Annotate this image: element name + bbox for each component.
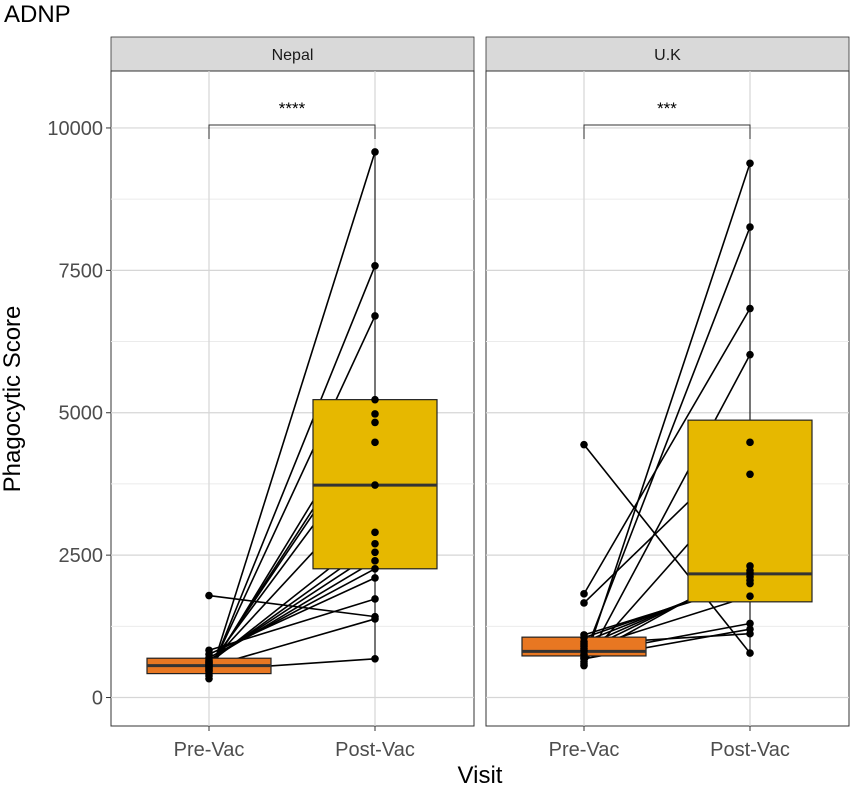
y-tick-label: 0: [92, 688, 103, 710]
significance-uk: ***: [583, 99, 751, 139]
point-post-vac: [746, 159, 754, 168]
significance-label-uk: ***: [657, 99, 677, 118]
y-tick-label: 5000: [59, 403, 104, 425]
strip-nepal: [110, 36, 475, 72]
significance-bracket: [583, 124, 751, 139]
point-post-vac: [371, 615, 379, 623]
paired-line: [583, 444, 751, 654]
y-tick-label: 2500: [59, 545, 104, 567]
strip-label-uk: U.K: [654, 47, 681, 64]
paired-line: [583, 163, 751, 665]
paired-line: [208, 594, 376, 618]
point-post-vac: [371, 539, 379, 548]
point-post-vac: [371, 574, 379, 582]
points-uk: [580, 159, 754, 670]
point-post-vac: [371, 312, 379, 320]
paired-line: [583, 226, 751, 657]
point-post-vac: [371, 548, 379, 557]
point-post-vac: [746, 304, 754, 313]
x-tick-label-post-vac: Post-Vac: [335, 739, 415, 761]
point-post-vac: [371, 654, 379, 663]
panel-background-nepal: [110, 70, 475, 727]
point-post-vac: [746, 223, 754, 231]
point-post-vac: [746, 579, 754, 588]
x-axis-title: Visit: [458, 762, 503, 786]
paired-line: [208, 315, 376, 674]
points-nepal: [205, 148, 379, 683]
point-post-vac: [746, 470, 754, 479]
point-post-vac: [371, 438, 379, 447]
point-post-vac: [746, 619, 754, 628]
paired-line: [208, 568, 376, 659]
strip-uk: [485, 36, 850, 72]
panel-uk: U.K *** Pre-Vac Post-Vac: [485, 36, 850, 761]
point-pre-vac: [205, 666, 213, 674]
significance-nepal: ****: [208, 99, 376, 139]
point-pre-vac: [580, 599, 588, 607]
point-pre-vac: [205, 591, 213, 600]
y-tick-label: 7500: [59, 260, 104, 282]
paired-line: [583, 354, 751, 667]
significance-bracket: [208, 124, 376, 139]
point-post-vac: [371, 148, 379, 156]
point-post-vac: [746, 629, 754, 638]
point-post-vac: [746, 438, 754, 447]
paired-line: [208, 265, 376, 677]
point-post-vac: [371, 261, 379, 270]
point-pre-vac: [580, 654, 588, 663]
panel-background-uk: [485, 70, 850, 727]
chart-title: ADNP: [4, 1, 71, 28]
point-pre-vac: [580, 640, 588, 648]
point-post-vac: [746, 649, 754, 657]
point-post-vac: [746, 592, 754, 600]
point-post-vac: [371, 418, 379, 427]
paired-line: [208, 151, 376, 679]
point-pre-vac: [205, 646, 213, 655]
paired-lines-nepal: [208, 151, 376, 679]
point-pre-vac: [580, 590, 588, 598]
x-tick-label-pre-vac: Pre-Vac: [549, 739, 620, 761]
point-post-vac: [371, 410, 379, 418]
x-ticks-nepal: Pre-Vac Post-Vac: [174, 726, 415, 761]
strip-label-nepal: Nepal: [272, 47, 314, 64]
y-axis: 0 2500 5000 7500 10000: [47, 118, 111, 710]
x-ticks-uk: Pre-Vac Post-Vac: [549, 726, 790, 761]
point-post-vac: [371, 395, 379, 404]
point-post-vac: [371, 528, 379, 537]
point-post-vac: [371, 557, 379, 565]
panel-nepal: Nepal **** Pre-Vac Post-Vac: [110, 36, 475, 761]
significance-label-nepal: ****: [279, 99, 306, 118]
y-axis-title: Phagocytic Score: [0, 306, 26, 493]
point-post-vac: [371, 481, 379, 489]
paired-line: [208, 598, 376, 652]
point-pre-vac: [580, 440, 588, 449]
x-tick-label-pre-vac: Pre-Vac: [174, 739, 245, 761]
paired-line: [583, 308, 751, 595]
y-tick-label: 10000: [47, 118, 103, 140]
point-pre-vac: [580, 631, 588, 639]
point-post-vac: [746, 350, 754, 359]
x-tick-label-post-vac: Post-Vac: [710, 739, 790, 761]
point-post-vac: [371, 565, 379, 573]
point-post-vac: [371, 595, 379, 603]
